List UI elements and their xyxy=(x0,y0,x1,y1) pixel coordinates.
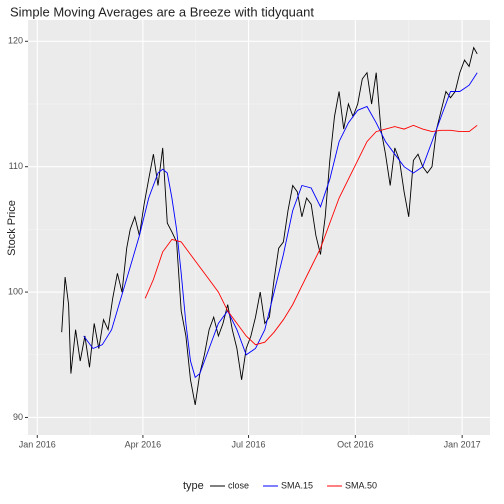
legend: type close SMA.15 SMA.50 xyxy=(183,480,377,492)
series-line xyxy=(83,72,478,379)
legend-label: close xyxy=(228,480,249,490)
x-tick-label: Jan 2017 xyxy=(444,439,481,449)
legend-label: SMA.50 xyxy=(345,480,377,490)
legend-label: SMA.15 xyxy=(281,480,313,490)
x-tick-label: Apr 2016 xyxy=(125,439,162,449)
y-tick-label: 90 xyxy=(13,412,23,422)
y-tick-label: 120 xyxy=(8,36,23,46)
legend-title: type xyxy=(183,480,204,492)
y-tick-label: 100 xyxy=(8,286,23,296)
x-tick-label: Jan 2016 xyxy=(19,439,56,449)
y-tick-label: 110 xyxy=(9,161,23,171)
x-tick-label: Jul 2016 xyxy=(232,439,266,449)
series-line xyxy=(144,124,478,346)
x-tick-label: Oct 2016 xyxy=(337,439,374,449)
y-axis-title: Stock Price xyxy=(6,200,18,256)
panel xyxy=(28,20,490,435)
chart-title: Simple Moving Averages are a Breeze with… xyxy=(10,4,314,19)
